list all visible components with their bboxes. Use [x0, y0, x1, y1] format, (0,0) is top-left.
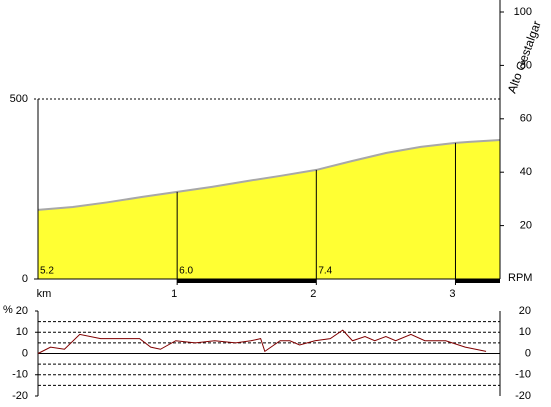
y2-tick-label: 100 — [514, 6, 532, 18]
km-bar — [455, 279, 500, 283]
y2-tick-label: 20 — [520, 220, 532, 232]
y2-tick-label: 40 — [520, 166, 532, 178]
segment-gradient: 6.0 — [179, 266, 193, 277]
y-tick-label: -20 — [12, 390, 28, 402]
y2-tick-label: 0 — [525, 347, 531, 359]
x-tick-label: 1 — [171, 288, 177, 300]
elevation-area — [38, 140, 500, 279]
y-tick-label: -10 — [12, 369, 28, 381]
y-tick-label: 0 — [22, 273, 28, 285]
x-axis-label: km — [37, 288, 52, 300]
y2-axis-label: RPM — [508, 272, 532, 284]
segment-gradient: 5.2 — [40, 266, 54, 277]
y-axis-label: % — [3, 304, 13, 316]
y2-tick-label: -20 — [515, 390, 531, 402]
y-tick-label: 0 — [22, 347, 28, 359]
y-tick-label: 20 — [16, 305, 28, 317]
y2-tick-label: 60 — [520, 113, 532, 125]
segment-gradient: 7.4 — [318, 266, 332, 277]
elevation-line — [37, 139, 501, 211]
summit-label: Alto Gestalgar — [505, 19, 544, 95]
y2-tick-label: 20 — [519, 305, 531, 317]
x-tick-label: 3 — [449, 288, 455, 300]
y2-tick-label: 10 — [519, 326, 531, 338]
x-tick-label: 2 — [310, 288, 316, 300]
y2-tick-label: 80 — [520, 59, 532, 71]
km-bar — [177, 279, 317, 283]
gradient-line — [37, 329, 487, 354]
y2-tick-label: -10 — [515, 369, 531, 381]
y-tick-label: 10 — [16, 326, 28, 338]
y-tick-label: 500 — [10, 93, 28, 105]
